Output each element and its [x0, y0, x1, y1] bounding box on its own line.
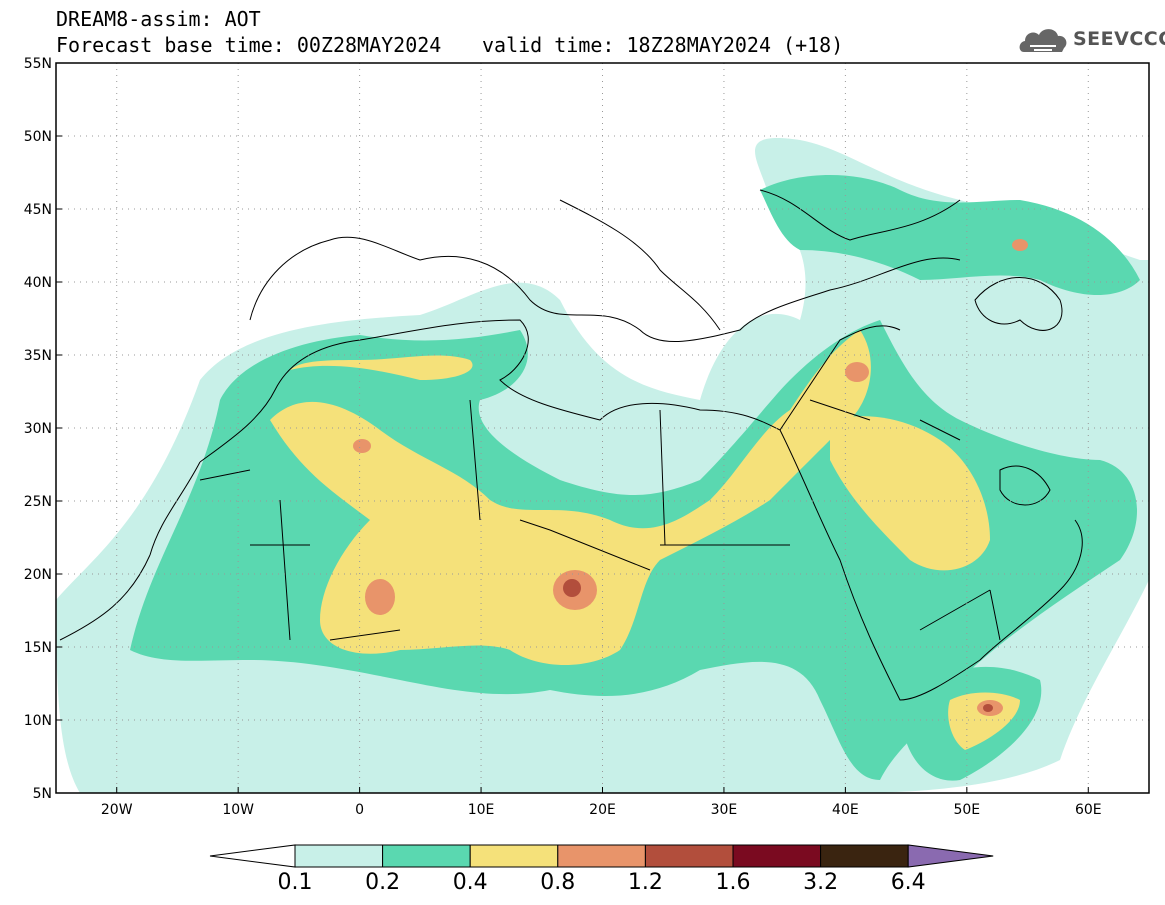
colorbar — [209, 844, 994, 868]
lat-label: 50N — [24, 129, 52, 145]
colorbar-segment — [469, 844, 559, 868]
lon-label: 10E — [468, 802, 495, 818]
lon-label: 60E — [1075, 802, 1102, 818]
lat-label: 5N — [33, 786, 52, 802]
lat-label: 40N — [24, 275, 52, 291]
colorbar-level-label: 0.1 — [278, 870, 313, 895]
aot-shading — [56, 138, 1149, 793]
lat-label: 15N — [24, 640, 52, 656]
lon-label: 0 — [355, 802, 364, 818]
lon-label: 50E — [953, 802, 980, 818]
colorbar-segment — [557, 844, 646, 868]
longitude-labels: 20W 10W 0 10E 20E 30E 40E 50E 60E — [101, 802, 1102, 818]
colorbar-level-label: 3.2 — [803, 870, 838, 895]
lat-label: 25N — [24, 494, 52, 510]
seevccc-logo: SEEVCCC — [1016, 22, 1165, 56]
lat-label: 30N — [24, 421, 52, 437]
lon-label: 10W — [222, 802, 254, 818]
lat-label: 45N — [24, 202, 52, 218]
colorbar-level-label: 1.6 — [716, 870, 751, 895]
colorbar-level-label: 1.2 — [628, 870, 663, 895]
lat-label: 20N — [24, 567, 52, 583]
colorbar-low-arrow — [209, 844, 296, 868]
graticule — [56, 62, 1149, 794]
coastlines — [59, 189, 1083, 701]
map-title: DREAM8-assim: AOT — [56, 7, 261, 31]
lon-label: 20E — [589, 802, 616, 818]
valid-time: valid time: 18Z28MAY2024 (+18) — [482, 33, 844, 57]
colorbar-segment — [820, 844, 909, 868]
colorbar-level-label: 6.4 — [891, 870, 926, 895]
lat-label: 55N — [24, 56, 52, 72]
colorbar-level-label: 0.4 — [453, 870, 488, 895]
colorbar-labels: 0.1 0.2 0.4 0.8 1.2 1.6 3.2 6.4 — [278, 870, 926, 895]
latitude-labels: 55N 50N 45N 40N 35N 30N 25N 20N 15N 10N 5N — [24, 56, 52, 802]
logo-text: SEEVCCC — [1073, 28, 1165, 50]
colorbar-segment — [382, 844, 471, 868]
colorbar-segment — [644, 844, 734, 868]
colorbar-high-arrow — [907, 844, 994, 868]
cloud-icon — [1019, 29, 1067, 52]
plot-frame — [55, 62, 1150, 794]
colorbar-level-label: 0.8 — [540, 870, 575, 895]
colorbar-segment — [732, 844, 822, 868]
lon-label: 20W — [101, 802, 133, 818]
colorbar-level-label: 0.2 — [365, 870, 400, 895]
lat-label: 35N — [24, 348, 52, 364]
colorbar-segment — [294, 844, 384, 868]
lon-label: 40E — [832, 802, 859, 818]
lon-label: 30E — [711, 802, 738, 818]
lat-label: 10N — [24, 713, 52, 729]
forecast-base-time: Forecast base time: 00Z28MAY2024 — [56, 33, 442, 57]
